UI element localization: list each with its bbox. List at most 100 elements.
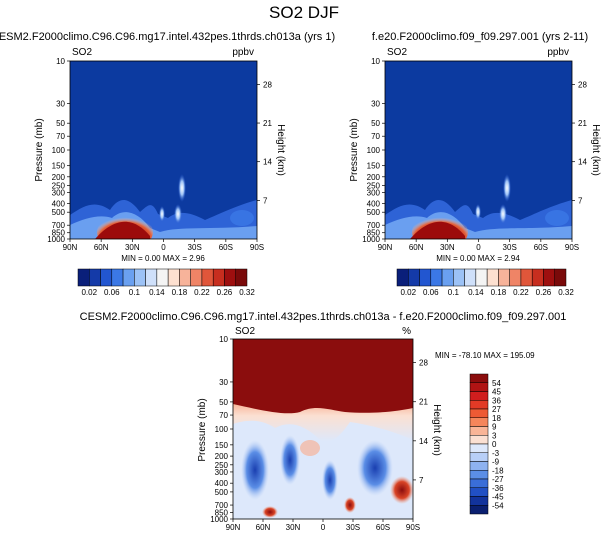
colorbar-swatch: [100, 268, 113, 287]
y-tick-label: 500: [52, 208, 66, 217]
colorbar-label: 0.22: [513, 288, 529, 297]
y-tick-label: 500: [215, 488, 229, 497]
colorbar-swatch: [408, 268, 420, 287]
y-tick-label: 250: [367, 181, 381, 190]
colorbar-label: -27: [492, 475, 504, 484]
x-tick-label: 30N: [440, 243, 455, 252]
y-tick-label: 700: [215, 501, 229, 510]
colorbar-swatch: [469, 426, 489, 436]
colorbar-swatch: [554, 268, 567, 287]
y-tick-label: 150: [367, 162, 381, 171]
colorbar-swatch: [543, 268, 555, 287]
colorbar-swatch: [212, 268, 225, 287]
y-tick-label: 300: [52, 188, 66, 197]
x-tick-label: 60S: [376, 523, 390, 532]
y-tick-label: 50: [219, 398, 228, 407]
colorbar-swatch: [167, 268, 180, 287]
y-tick-label: 100: [52, 146, 66, 155]
colorbar-swatch: [469, 435, 489, 445]
colorbar-swatch: [190, 268, 203, 287]
colorbar-swatch: [469, 496, 489, 506]
y-tick-label: 700: [52, 221, 66, 230]
panel-model: CESM2.F2000climo.C96.C96.mg17.intel.432p…: [0, 31, 335, 297]
y-tick-label: 200: [52, 173, 66, 182]
colorbar-swatch: [469, 487, 489, 497]
y2-tick-label: 7: [419, 476, 424, 485]
y-tick-label: 10: [56, 57, 65, 66]
x-tick-label: 90N: [63, 243, 78, 252]
y2-tick-label: 21: [263, 119, 272, 128]
axes: 90N 60N 30N 0 30S 60S 90S 10 30 50 70 100 150 2002503…: [210, 335, 428, 532]
colorbar-swatch: [469, 373, 489, 383]
y2-tick-label: 28: [263, 80, 272, 89]
colorbar: 0.02 0.06 0.1 0.14 0.18 0.22 0.26 0.32: [77, 268, 255, 297]
y-tick-label: 300: [215, 468, 229, 477]
colorbar-label: -18: [492, 466, 504, 475]
colorbar-label: 3: [492, 431, 497, 440]
x-tick-label: 30N: [286, 523, 301, 532]
x-tick-label: 90N: [378, 243, 393, 252]
colorbar-swatch: [111, 268, 124, 287]
x-tick-label: 0: [161, 243, 166, 252]
y-tick-label: 50: [371, 119, 380, 128]
colorbar-swatch: [520, 268, 533, 287]
colorbar-swatch: [531, 268, 544, 287]
colorbar-label: 45: [492, 388, 501, 397]
colorbar-label: 0.06: [423, 288, 439, 297]
colorbar-swatch: [475, 268, 488, 287]
y2-tick-label: 7: [263, 196, 268, 205]
colorbar-swatch: [469, 400, 489, 410]
colorbar-label: -9: [492, 458, 500, 467]
y-axis-title: Pressure (mb): [349, 118, 360, 181]
colorbar-label: -45: [492, 493, 504, 502]
colorbar-label: 0.26: [536, 288, 552, 297]
y-tick-label: 700: [367, 221, 381, 230]
y-tick-label: 150: [52, 162, 66, 171]
colorbar-swatch: [469, 478, 489, 488]
colorbar-swatch: [469, 452, 489, 462]
y-tick-label: 250: [215, 461, 229, 470]
y-tick-label: 10: [219, 335, 228, 344]
colorbar-swatch: [235, 268, 248, 287]
axes: 90N 60N 30N 0 30S 60S 90S 10 30 50 70 100 150 2002503…: [362, 57, 587, 252]
y-tick-label: 100: [367, 146, 381, 155]
colorbar-label: 0.1: [129, 288, 141, 297]
units-label: %: [402, 326, 411, 337]
colorbar-swatch: [430, 268, 443, 287]
y2-tick-label: 21: [419, 398, 428, 407]
y-axis-title: Pressure (mb): [34, 118, 45, 181]
min-max-stats: MIN = 0.00 MAX = 2.96: [121, 254, 205, 263]
panel-title: f.e20.F2000climo.f09_f09.297.001 (yrs 2-…: [372, 31, 588, 43]
y-tick-label: 400: [215, 479, 229, 488]
x-tick-label: 60S: [534, 243, 548, 252]
x-tick-label: 30S: [188, 243, 202, 252]
y-tick-label: 850: [215, 509, 229, 518]
y2-tick-label: 14: [263, 158, 272, 167]
x-tick-label: 90S: [406, 523, 420, 532]
colorbar-swatch: [464, 268, 477, 287]
panel-difference: CESM2.F2000climo.C96.C96.mg17.intel.432p…: [80, 311, 567, 532]
y-tick-label: 10: [371, 57, 380, 66]
x-tick-label: 30S: [346, 523, 360, 532]
y-tick-label: 1000: [210, 515, 228, 524]
colorbar-label: -3: [492, 449, 500, 458]
variable-label: SO2: [72, 47, 92, 58]
colorbar-swatch: [77, 268, 90, 287]
panel-title: CESM2.F2000climo.C96.C96.mg17.intel.432p…: [80, 311, 567, 323]
x-tick-label: 90S: [250, 243, 264, 252]
colorbar-swatch: [469, 505, 489, 515]
x-tick-label: 60N: [94, 243, 109, 252]
y-tick-label: 50: [56, 119, 65, 128]
colorbar-label: -36: [492, 484, 504, 493]
colorbar-swatch: [134, 268, 146, 287]
y-tick-label: 250: [52, 181, 66, 190]
colorbar-label: 0.14: [149, 288, 165, 297]
y-tick-label: 850: [367, 229, 381, 238]
colorbar-swatch: [509, 268, 522, 287]
colorbar-swatch: [122, 268, 135, 287]
colorbar-label: 0.26: [217, 288, 233, 297]
colorbar-label: 0.06: [104, 288, 120, 297]
colorbar-label: 0.18: [491, 288, 507, 297]
y-tick-label: 30: [371, 99, 380, 108]
colorbar-label: 0.18: [172, 288, 188, 297]
